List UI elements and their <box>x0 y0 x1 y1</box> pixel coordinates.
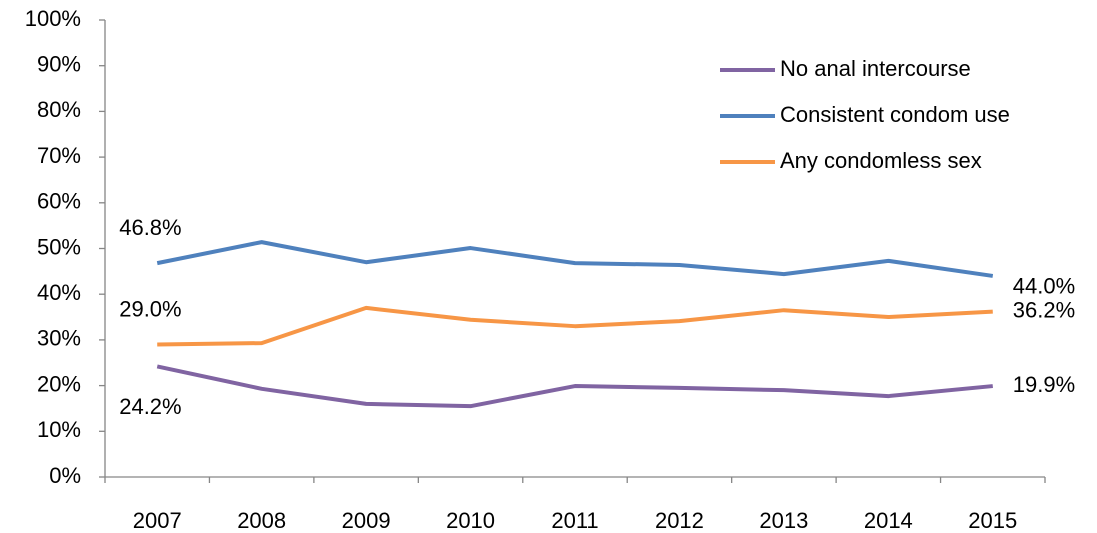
data-label: 36.2% <box>1013 297 1075 322</box>
y-tick-label: 70% <box>37 143 81 168</box>
y-tick-label: 0% <box>49 463 81 488</box>
x-tick-label: 2009 <box>342 508 391 533</box>
x-tick-label: 2008 <box>237 508 286 533</box>
data-label: 46.8% <box>119 215 181 240</box>
x-tick-label: 2012 <box>655 508 704 533</box>
y-tick-label: 30% <box>37 326 81 351</box>
y-tick-label: 90% <box>37 52 81 77</box>
data-label: 24.2% <box>119 394 181 419</box>
x-tick-label: 2014 <box>864 508 913 533</box>
legend-label: No anal intercourse <box>780 56 971 81</box>
series-line <box>156 364 993 409</box>
series-line <box>156 240 994 278</box>
y-tick-label: 40% <box>37 280 81 305</box>
y-tick-label: 50% <box>37 234 81 259</box>
y-tick-label: 80% <box>37 97 81 122</box>
x-tick-label: 2015 <box>968 508 1017 533</box>
y-tick-label: 20% <box>37 371 81 396</box>
x-tick-label: 2011 <box>551 508 598 533</box>
data-label: 44.0% <box>1013 274 1075 299</box>
legend-label: Consistent condom use <box>780 102 1010 127</box>
y-tick-label: 100% <box>25 6 81 31</box>
x-tick-label: 2013 <box>759 508 808 533</box>
y-tick-label: 60% <box>37 189 81 214</box>
legend-label: Any condomless sex <box>780 148 982 173</box>
x-tick-label: 2007 <box>133 508 182 533</box>
y-tick-label: 10% <box>37 417 81 442</box>
data-label: 19.9% <box>1013 372 1075 397</box>
series-line <box>157 305 993 347</box>
data-label: 29.0% <box>119 296 181 321</box>
x-tick-label: 2010 <box>446 508 495 533</box>
